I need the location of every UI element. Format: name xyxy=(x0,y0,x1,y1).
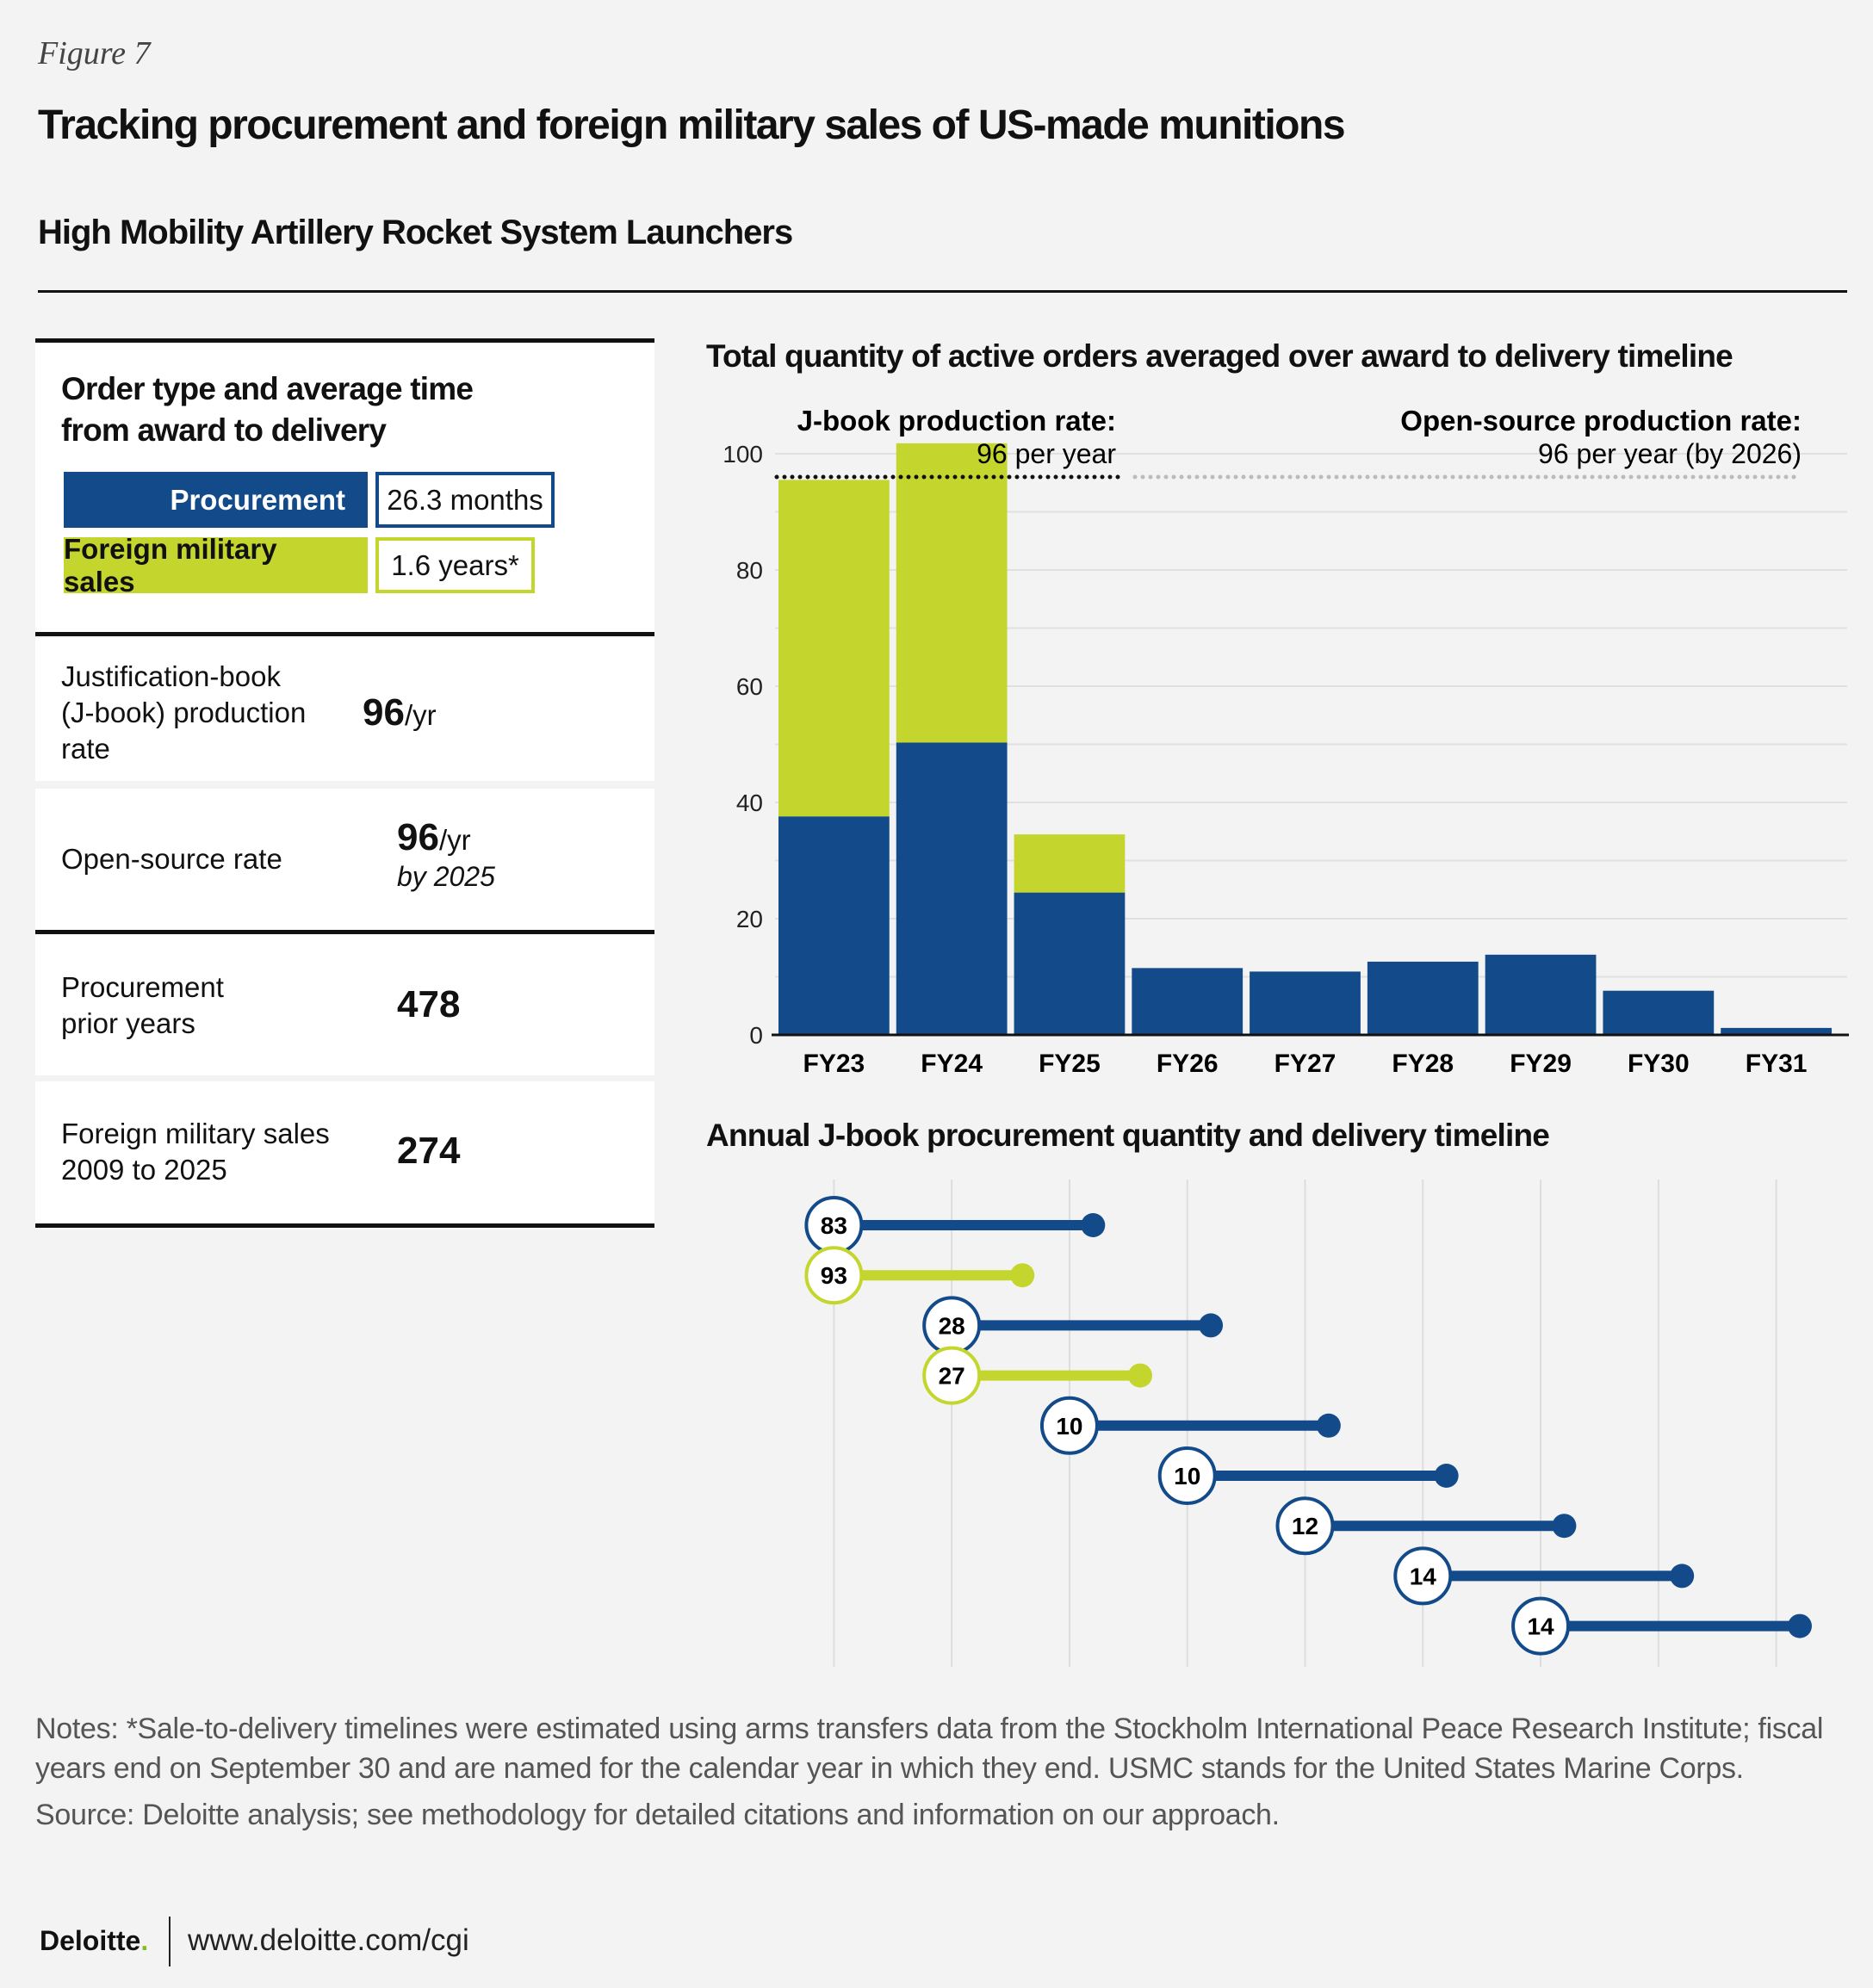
bar-procurement xyxy=(1250,971,1361,1035)
y-tick-label: 20 xyxy=(736,906,763,932)
divider xyxy=(35,1223,654,1228)
y-tick-label: 0 xyxy=(749,1022,763,1049)
bar-chart-title: Total quantity of active orders averaged… xyxy=(706,338,1733,374)
open-source-rate-label: Open-source production rate: xyxy=(1400,405,1802,437)
stat-value: 96/yr xyxy=(397,816,471,859)
open-source-rate-value: 96 per year (by 2026) xyxy=(1538,438,1802,469)
timeline-end-dot xyxy=(1552,1514,1577,1539)
stat-row: Foreign military sales 2009 to 2025 274 xyxy=(35,1081,654,1223)
jbook-rate-label: J-book production rate: xyxy=(797,405,1116,437)
stat-unit: /yr xyxy=(404,699,437,731)
stat-label: Open-source rate xyxy=(61,843,282,875)
bar-procurement xyxy=(1603,990,1715,1035)
stat-label: Procurement prior years xyxy=(61,971,224,1039)
bar-procurement xyxy=(1721,1027,1832,1035)
x-tick-label: FY26 xyxy=(1157,1050,1219,1078)
bar-procurement xyxy=(1014,892,1126,1035)
bar-procurement xyxy=(778,816,890,1035)
timeline-quantity: 10 xyxy=(1174,1463,1200,1489)
stat-value: 96/yr xyxy=(363,691,437,734)
timeline-start-circle xyxy=(1511,1596,1571,1656)
bar-fms xyxy=(896,443,1008,743)
timeline-quantity: 12 xyxy=(1292,1513,1318,1539)
legend-procurement: Procurement xyxy=(64,472,368,528)
stat-row: Open-source rate 96/yr by 2025 xyxy=(35,789,654,930)
x-tick-label: FY25 xyxy=(1039,1050,1101,1078)
timeline-start-circle xyxy=(1393,1546,1453,1606)
y-tick-label: 100 xyxy=(723,441,763,468)
timeline-quantity: 93 xyxy=(821,1262,847,1289)
timeline-end-dot xyxy=(1081,1213,1106,1237)
divider xyxy=(35,930,654,934)
stat-value: 274 xyxy=(397,1130,461,1172)
timeline-end-dot xyxy=(1670,1564,1695,1589)
divider xyxy=(35,632,654,636)
x-tick-label: FY23 xyxy=(803,1050,865,1078)
timeline-end-dot xyxy=(1128,1363,1153,1388)
timeline-title: Annual J-book procurement quantity and d… xyxy=(706,1118,1550,1153)
x-tick-label: FY30 xyxy=(1628,1050,1690,1078)
timeline-quantity: 27 xyxy=(939,1363,965,1390)
timeline-start-circle xyxy=(1039,1396,1099,1455)
stat-number: 96 xyxy=(397,816,439,858)
timeline-start-circle xyxy=(1157,1446,1217,1505)
footnotes: Notes: *Sale-to-delivery timelines were … xyxy=(35,1709,1844,1835)
stat-note: by 2025 xyxy=(397,861,495,892)
legend-fms-value: 1.6 years* xyxy=(375,537,535,593)
source: Source: Deloitte analysis; see methodolo… xyxy=(35,1799,1280,1831)
x-tick-label: FY29 xyxy=(1510,1050,1572,1078)
timeline-quantity: 14 xyxy=(1527,1613,1554,1640)
timeline-end-dot xyxy=(1199,1313,1224,1338)
timeline-end-dot xyxy=(1316,1413,1341,1438)
x-tick-label: FY27 xyxy=(1275,1050,1337,1078)
stat-number: 96 xyxy=(363,691,405,734)
x-tick-label: FY28 xyxy=(1392,1050,1454,1078)
legend-heading: from award to delivery xyxy=(61,412,387,448)
deloitte-logo: Deloitte. xyxy=(40,1925,149,1956)
legend-procurement-value: 26.3 months xyxy=(375,472,555,528)
bar-procurement xyxy=(1367,961,1479,1035)
jbook-rate-value: 96 per year xyxy=(977,438,1116,469)
timeline-end-dot xyxy=(1434,1464,1459,1488)
divider xyxy=(38,290,1847,293)
subtitle: High Mobility Artillery Rocket System La… xyxy=(38,214,793,251)
x-tick-label: FY24 xyxy=(921,1050,983,1078)
bar-procurement xyxy=(896,742,1008,1035)
footer-link[interactable]: www.deloitte.com/cgi xyxy=(188,1923,469,1957)
chart-canvas: 0 20 40 60 80 100 FY23 FY24 FY25 FY26 FY27 FY28 FY29… xyxy=(723,405,1849,1667)
y-tick-label: 80 xyxy=(736,557,763,584)
legend-fms: Foreign military sales xyxy=(64,533,368,598)
timeline-end-dot xyxy=(1787,1613,1812,1638)
stat-value: 478 xyxy=(397,983,461,1025)
divider xyxy=(35,338,654,343)
bar-fms xyxy=(1014,834,1126,893)
stat-label: Justification-book (J-book) production r… xyxy=(61,660,307,765)
bar-procurement xyxy=(1132,968,1243,1035)
figure-label: Figure 7 xyxy=(38,35,151,71)
timeline-start-circle xyxy=(1275,1496,1335,1556)
stat-unit: /yr xyxy=(438,824,471,856)
y-tick-label: 40 xyxy=(736,790,763,816)
timeline-end-dot xyxy=(1010,1263,1035,1288)
stat-row: Justification-book (J-book) production r… xyxy=(35,638,654,781)
page-title: Tracking procurement and foreign militar… xyxy=(38,102,1346,148)
legend-heading: Order type and average time xyxy=(61,371,474,406)
x-tick-label: FY31 xyxy=(1746,1050,1808,1078)
timeline-start-circle xyxy=(804,1246,864,1305)
timeline-quantity: 10 xyxy=(1056,1413,1082,1440)
stat-label: Foreign military sales 2009 to 2025 xyxy=(61,1118,330,1186)
notes: Notes: *Sale-to-delivery timelines were … xyxy=(35,1712,1824,1785)
legend-panel: Order type and average time from award t… xyxy=(35,343,654,634)
bar-fms xyxy=(778,480,890,817)
timeline-quantity: 28 xyxy=(939,1312,965,1339)
bar-procurement xyxy=(1485,954,1597,1035)
divider xyxy=(169,1917,171,1966)
timeline-start-circle xyxy=(922,1346,982,1405)
timeline-quantity: 14 xyxy=(1410,1563,1437,1589)
y-tick-label: 60 xyxy=(736,673,763,700)
stat-row: Procurement prior years 478 xyxy=(35,935,654,1075)
timeline-quantity: 83 xyxy=(821,1212,847,1239)
